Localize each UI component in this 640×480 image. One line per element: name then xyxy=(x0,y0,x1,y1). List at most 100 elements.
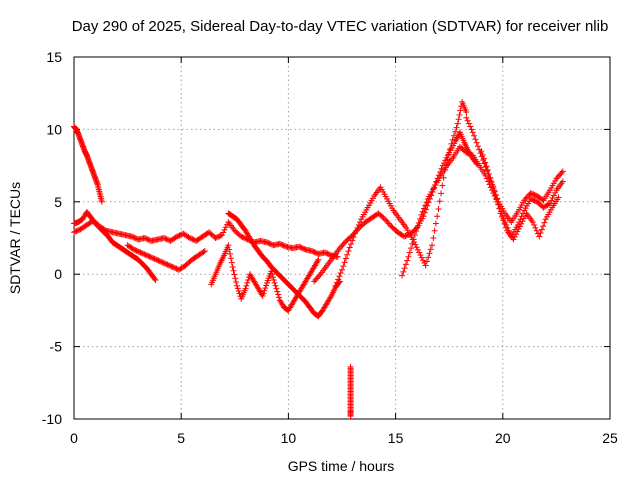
data-point xyxy=(266,240,273,247)
data-point xyxy=(151,255,158,262)
data-point xyxy=(384,219,391,226)
data-point xyxy=(514,228,521,235)
data-point xyxy=(414,246,421,253)
data-point xyxy=(162,235,169,242)
data-point xyxy=(132,247,139,254)
data-point xyxy=(226,246,233,253)
data-point xyxy=(536,233,543,240)
data-point xyxy=(314,274,321,281)
data-point xyxy=(491,187,498,194)
data-point xyxy=(402,261,409,268)
data-point xyxy=(413,244,420,251)
data-point xyxy=(380,215,387,222)
data-point xyxy=(158,258,165,265)
data-point xyxy=(463,149,470,156)
data-point xyxy=(160,259,167,266)
data-point xyxy=(559,178,566,185)
data-point xyxy=(445,151,452,158)
data-point xyxy=(327,294,334,301)
data-point xyxy=(450,132,457,139)
data-point xyxy=(423,199,430,206)
data-point xyxy=(150,255,157,262)
data-point xyxy=(357,219,364,226)
data-point xyxy=(132,235,139,242)
data-point xyxy=(539,196,546,203)
data-point xyxy=(212,235,219,241)
data-point xyxy=(167,262,174,269)
data-point xyxy=(345,248,352,255)
data-point xyxy=(522,212,529,219)
data-point xyxy=(488,179,495,186)
data-point xyxy=(76,226,83,233)
data-point xyxy=(528,190,535,197)
data-point xyxy=(273,285,280,292)
data-point xyxy=(549,195,556,202)
data-point xyxy=(522,195,529,202)
x-tick-label: 20 xyxy=(495,430,511,446)
data-point xyxy=(265,239,272,246)
data-point xyxy=(170,264,177,271)
data-point xyxy=(297,244,304,251)
data-point xyxy=(324,250,331,257)
data-point xyxy=(155,257,162,264)
data-point xyxy=(405,253,412,260)
y-tick-label: 0 xyxy=(54,266,62,282)
data-point xyxy=(350,234,357,241)
chart-title: Day 290 of 2025, Sidereal Day-to-day VTE… xyxy=(72,18,609,35)
data-point xyxy=(349,237,356,244)
data-point xyxy=(483,175,490,182)
y-tick-label: 10 xyxy=(46,121,62,137)
data-point xyxy=(263,282,270,289)
x-tick-label: 25 xyxy=(602,430,618,446)
data-point xyxy=(427,246,434,253)
data-point xyxy=(172,265,179,272)
data-point xyxy=(71,229,77,236)
data-point xyxy=(270,276,277,283)
data-point xyxy=(439,182,446,189)
data-point xyxy=(131,246,138,253)
data-point xyxy=(420,205,427,212)
data-point xyxy=(559,168,566,175)
data-point xyxy=(530,197,537,204)
y-tick-label: -5 xyxy=(50,339,63,355)
data-point xyxy=(217,232,224,239)
data-point xyxy=(473,139,480,146)
data-point xyxy=(402,232,409,239)
data-point xyxy=(342,255,349,262)
data-point xyxy=(354,224,361,231)
data-point xyxy=(151,275,158,282)
data-point xyxy=(336,245,343,252)
data-point xyxy=(520,215,527,222)
data-point xyxy=(425,254,432,261)
data-point xyxy=(143,252,150,259)
data-point xyxy=(415,219,422,226)
y-axis-label: SDTVAR / TECUs xyxy=(7,182,23,294)
data-point xyxy=(316,272,323,279)
data-point xyxy=(269,274,276,281)
data-point xyxy=(185,234,192,241)
data-point xyxy=(333,279,340,286)
data-point xyxy=(411,232,418,239)
data-point xyxy=(478,148,485,155)
data-point xyxy=(554,174,561,181)
data-point xyxy=(220,229,227,236)
data-point xyxy=(434,213,441,220)
data-point xyxy=(449,136,456,143)
data-point xyxy=(274,288,281,295)
data-point xyxy=(141,235,148,241)
data-point xyxy=(128,233,135,240)
data-point xyxy=(432,220,439,227)
data-point xyxy=(262,285,269,292)
data-point xyxy=(224,221,231,228)
data-point xyxy=(314,258,321,265)
data-point xyxy=(552,189,559,196)
data-point xyxy=(216,233,223,240)
data-point xyxy=(325,251,332,258)
data-point xyxy=(259,292,266,299)
data-point xyxy=(338,243,345,250)
data-point xyxy=(188,235,195,242)
data-point xyxy=(383,217,390,224)
data-point xyxy=(279,241,286,248)
data-point xyxy=(496,205,503,212)
